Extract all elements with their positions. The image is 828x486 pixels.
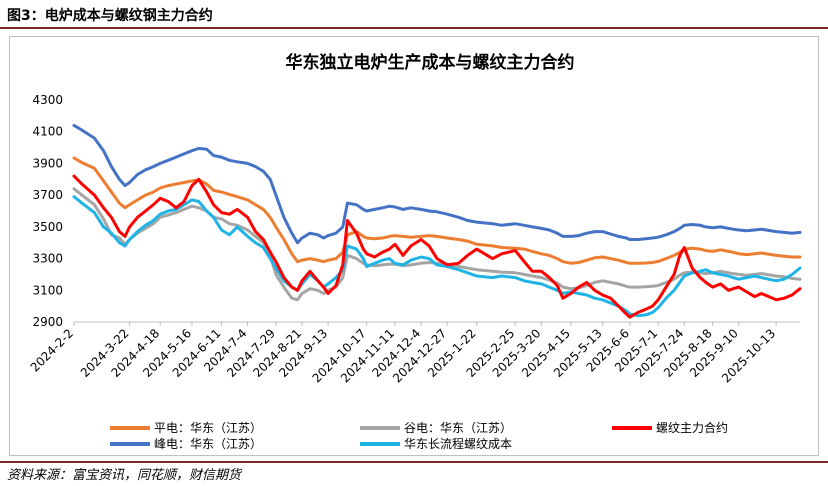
source-divider	[0, 461, 828, 463]
y-tick-label: 3300	[32, 252, 63, 266]
x-tick-label: 2024-2-2	[28, 326, 76, 374]
caption-divider	[0, 27, 828, 29]
chart-frame	[9, 36, 819, 456]
legend-label: 华东长流程螺纹成本	[404, 436, 512, 451]
series-line	[72, 123, 802, 245]
y-tick-label: 3900	[32, 156, 63, 170]
y-tick-label: 2900	[32, 315, 63, 329]
y-tick-label: 4100	[32, 125, 63, 139]
figure-caption: 图3：电炉成本与螺纹钢主力合约	[7, 8, 213, 24]
y-tick-label: 3100	[32, 283, 63, 297]
legend-label: 谷电：华东（江苏）	[404, 421, 512, 435]
series-line	[72, 187, 802, 302]
y-tick-label: 3700	[32, 188, 63, 202]
series-layer	[72, 123, 802, 319]
y-tick-label: 4300	[32, 93, 63, 107]
axes: 2900 3100 3300 3500 3700 3900 4100 4300 2024-2-2…	[28, 93, 800, 385]
y-tick-label: 3500	[32, 220, 63, 234]
chart-title: 华东独立电炉生产成本与螺纹主力合约	[286, 52, 575, 73]
legend-label: 峰电：华东（江苏）	[154, 437, 262, 451]
series-line	[72, 195, 802, 318]
legend-label: 螺纹主力合约	[656, 420, 728, 435]
legend-label: 平电：华东（江苏）	[154, 421, 262, 435]
source-note: 资料来源：富宝资讯，同花顺，财信期货	[7, 468, 242, 483]
series-line	[72, 174, 802, 319]
